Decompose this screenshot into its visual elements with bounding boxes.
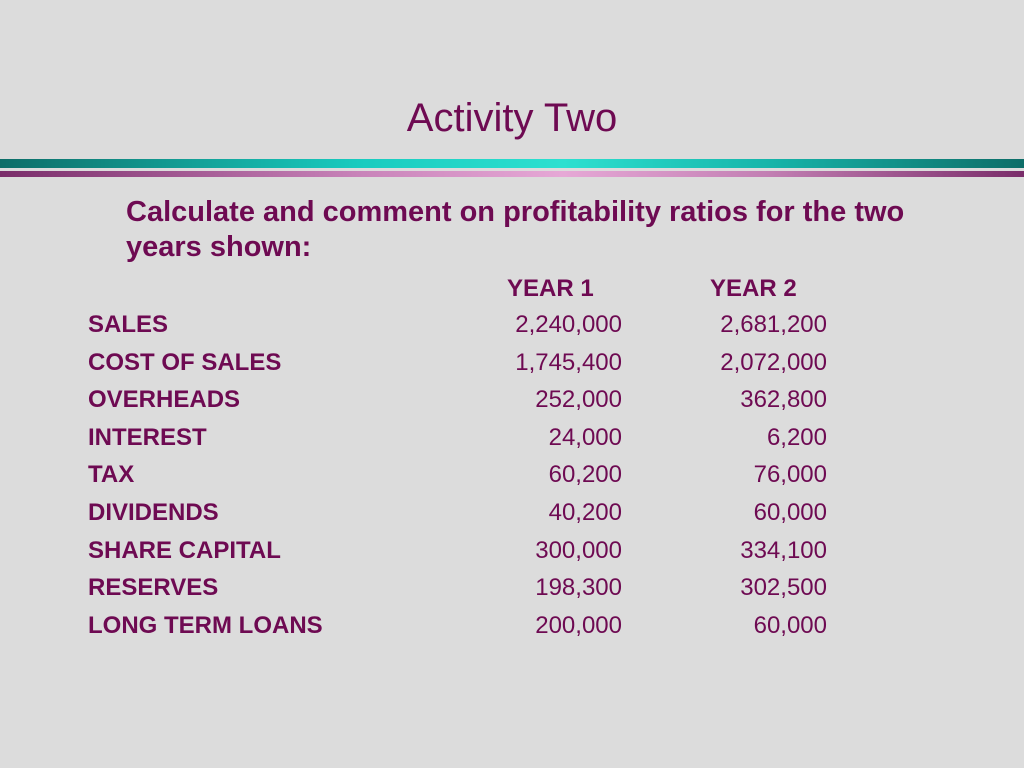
year1-value: 252,000 (535, 386, 622, 414)
column-header-year2: YEAR 2 (710, 275, 797, 302)
row-label: DIVIDENDS (88, 498, 219, 526)
year1-value: 200,000 (535, 611, 622, 639)
title-divider-mauve (0, 171, 1024, 177)
year1-value: 24,000 (548, 423, 622, 451)
year2-value: 2,072,000 (720, 348, 827, 376)
year2-value: 60,000 (753, 611, 827, 639)
year1-value: 60,200 (548, 461, 622, 489)
row-label: RESERVES (88, 574, 219, 602)
table-row: INTEREST 24,000 6,200 (0, 424, 1024, 462)
row-label: SALES (88, 311, 169, 338)
table-row: LONG TERM LOANS 200,000 60,000 (0, 612, 1024, 650)
table-row: RESERVES 198,300 302,500 (0, 574, 1024, 612)
column-header-year1: YEAR 1 (507, 275, 594, 302)
financial-data-table: SALES 2,240,000 2,681,200 COST OF SALES … (0, 311, 1024, 649)
row-label: LONG TERM LOANS (88, 611, 323, 639)
table-row: COST OF SALES 1,745,400 2,072,000 (0, 349, 1024, 387)
table-row: OVERHEADS 252,000 362,800 (0, 386, 1024, 424)
table-row: DIVIDENDS 40,200 60,000 (0, 499, 1024, 537)
year2-value: 362,800 (740, 386, 827, 414)
year2-value: 60,000 (753, 498, 827, 526)
row-label: SHARE CAPITAL (88, 536, 281, 564)
row-label: TAX (88, 461, 135, 489)
title-divider-teal (0, 159, 1024, 168)
row-label: INTEREST (88, 423, 207, 451)
year1-value: 300,000 (535, 536, 622, 564)
instruction-text: Calculate and comment on profitability r… (126, 196, 905, 263)
table-row: SHARE CAPITAL 300,000 334,100 (0, 537, 1024, 575)
slide-title: Activity Two (406, 96, 618, 140)
year1-value: 1,745,400 (515, 348, 622, 376)
year1-value: 40,200 (548, 498, 622, 526)
year1-value: 198,300 (535, 574, 622, 602)
year2-value: 2,681,200 (720, 311, 827, 338)
year2-value: 334,100 (740, 536, 827, 564)
table-row: SALES 2,240,000 2,681,200 (0, 311, 1024, 349)
year2-value: 6,200 (766, 423, 827, 451)
table-row: TAX 60,200 76,000 (0, 461, 1024, 499)
row-label: OVERHEADS (88, 386, 241, 414)
year1-value: 2,240,000 (515, 311, 622, 338)
year2-value: 302,500 (740, 574, 827, 602)
year2-value: 76,000 (753, 461, 827, 489)
row-label: COST OF SALES (88, 348, 282, 376)
